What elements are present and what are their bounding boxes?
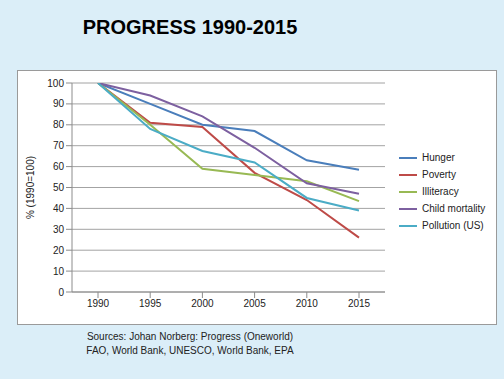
html-text:Illiteracy: Illiteracy: [422, 186, 459, 197]
svg-text:100: 100: [47, 78, 64, 89]
svg-text:60: 60: [53, 161, 65, 172]
html-text:PROGRESS 1990-2015: PROGRESS 1990-2015: [82, 16, 298, 38]
svg-text:1995: 1995: [139, 298, 162, 309]
svg-text:1990: 1990: [87, 298, 110, 309]
svg-text:0: 0: [58, 287, 64, 298]
svg-text:2010: 2010: [296, 298, 319, 309]
svg-text:30: 30: [53, 224, 65, 235]
svg-text:50: 50: [53, 182, 65, 193]
html-text:FAO, World Bank, UNESCO, World: FAO, World Bank, UNESCO, World Bank, EPA: [86, 345, 294, 356]
svg-text:70: 70: [53, 140, 65, 151]
html-text:Child mortality: Child mortality: [422, 203, 486, 214]
svg-text:10: 10: [53, 266, 65, 277]
svg-text:2000: 2000: [191, 298, 214, 309]
svg-text:% (1990=100): % (1990=100): [25, 156, 36, 219]
html-text:Pollution (US): Pollution (US): [422, 220, 484, 231]
svg-text:2015: 2015: [348, 298, 371, 309]
html-text:Sources: Johan Norberg: Progre: Sources: Johan Norberg: Progress (Onewor…: [86, 331, 294, 342]
html-text:Hunger: Hunger: [422, 152, 455, 163]
svg-text:90: 90: [53, 98, 65, 109]
svg-text:80: 80: [53, 119, 65, 130]
svg-text:40: 40: [53, 203, 65, 214]
svg-text:20: 20: [53, 245, 65, 256]
html-text:Poverty: Poverty: [422, 169, 456, 180]
svg-text:2005: 2005: [243, 298, 266, 309]
